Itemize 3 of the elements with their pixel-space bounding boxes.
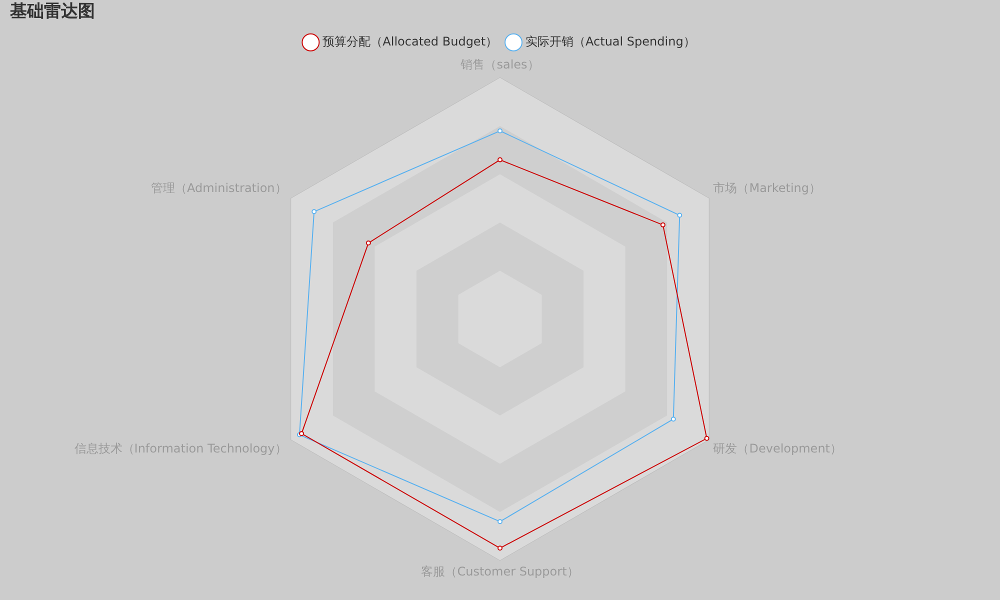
legend-label: 实际开销（Actual Spending）: [526, 34, 696, 49]
legend-label: 预算分配（Allocated Budget）: [322, 34, 498, 49]
chart-title: 基础雷达图: [9, 2, 95, 22]
